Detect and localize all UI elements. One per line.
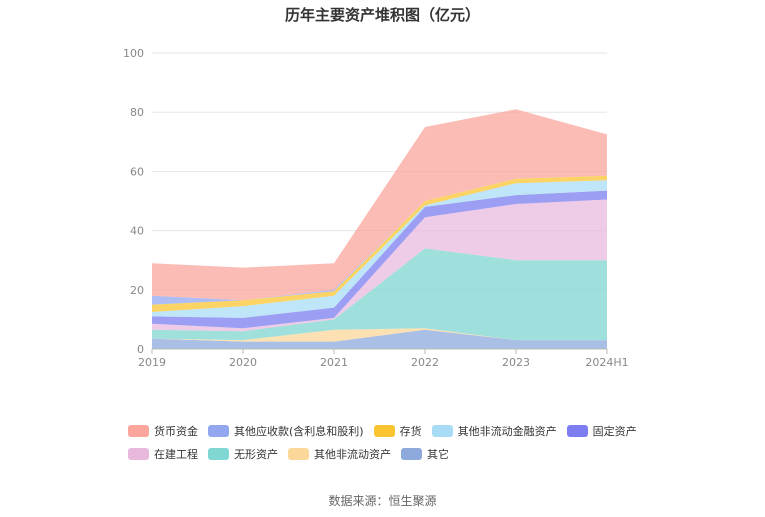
- legend-label: 其它: [427, 448, 449, 461]
- y-tick-label: 80: [130, 106, 144, 119]
- area-series: [152, 109, 607, 349]
- x-tick-label: 2023: [502, 356, 530, 369]
- legend-swatch: [128, 425, 149, 437]
- legend-swatch: [208, 425, 229, 437]
- stacked-area-chart: 0 20 40 60 80 100 2019 2020 2021 2022 2023 2024H1: [123, 47, 629, 369]
- area-series-无形资产[interactable]: [152, 248, 607, 341]
- legend-label: 其他应收款(含利息和股利): [234, 425, 364, 438]
- legend-label: 固定资产: [592, 425, 637, 438]
- legend-item[interactable]: 其他应收款(含利息和股利): [208, 423, 364, 439]
- area-series-其它[interactable]: [152, 329, 607, 349]
- x-tick-label: 2019: [138, 356, 166, 369]
- legend-items: 货币资金 其他应收款(含利息和股利) 存货 其他非流动金融资产 固定资产在建工程 无形资产…: [128, 423, 668, 462]
- legend-item[interactable]: 其他非流动资产: [288, 446, 391, 462]
- x-tick-label: 2024H1: [585, 356, 628, 369]
- legend-swatch: [566, 425, 588, 437]
- legend-swatch: [401, 448, 422, 460]
- x-tick-label: 2021: [320, 356, 348, 369]
- area-series-在建工程[interactable]: [152, 199, 607, 332]
- legend-item[interactable]: 货币资金: [128, 423, 198, 439]
- legend-label: 其他非流动资产: [314, 448, 391, 461]
- y-tick-label: 60: [130, 165, 144, 178]
- legend-label: 存货: [399, 425, 422, 438]
- y-tick-label: 40: [130, 225, 144, 238]
- y-tick-label: 100: [123, 47, 144, 60]
- x-axis: 2019 2020 2021 2022 2023 2024H1: [138, 348, 629, 369]
- legend-label: 无形资产: [234, 448, 278, 461]
- legend-swatch: [208, 448, 229, 460]
- legend-label: 其他非流动金融资产: [457, 425, 557, 438]
- legend-item[interactable]: 固定资产: [566, 423, 637, 439]
- legend-item[interactable]: 其他非流动金融资产: [431, 423, 557, 439]
- area-series-其他非流动资产[interactable]: [152, 328, 607, 342]
- area-series-固定资产[interactable]: [152, 190, 607, 329]
- legend: 货币资金 其他应收款(含利息和股利) 存货 其他非流动金融资产 固定资产在建工程 无形资产…: [128, 423, 668, 462]
- chart-title: 历年主要资产堆积图（亿元）: [284, 6, 480, 24]
- legend-swatch: [431, 425, 453, 437]
- area-series-货币资金[interactable]: [152, 109, 607, 301]
- data-source: 数据来源：恒生聚源: [328, 494, 437, 508]
- legend-item[interactable]: 在建工程: [128, 446, 198, 462]
- legend-swatch: [373, 425, 395, 437]
- legend-label: 货币资金: [154, 425, 198, 438]
- legend-item[interactable]: 无形资产: [208, 446, 278, 462]
- y-tick-label: 20: [130, 284, 144, 297]
- legend-item[interactable]: 其它: [401, 446, 449, 462]
- y-tick-label: 0: [137, 343, 144, 356]
- y-axis: 0 20 40 60 80 100: [123, 47, 144, 356]
- legend-swatch: [288, 448, 309, 460]
- legend-label: 在建工程: [154, 448, 198, 461]
- legend-swatch: [128, 448, 149, 460]
- x-tick-label: 2020: [229, 356, 257, 369]
- legend-item[interactable]: 存货: [373, 423, 422, 439]
- x-tick-label: 2022: [411, 356, 439, 369]
